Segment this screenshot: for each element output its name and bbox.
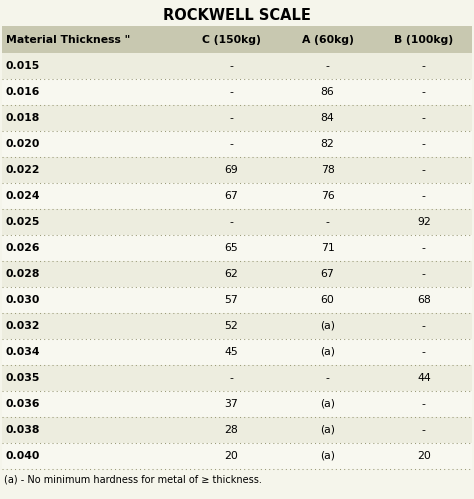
Text: 37: 37 <box>224 399 238 409</box>
Text: 0.015: 0.015 <box>6 61 40 71</box>
Text: 65: 65 <box>224 243 238 253</box>
Text: 0.038: 0.038 <box>6 425 40 435</box>
Text: (a): (a) <box>320 347 335 357</box>
Text: (a): (a) <box>320 399 335 409</box>
Text: -: - <box>422 61 426 71</box>
Text: -: - <box>422 425 426 435</box>
Bar <box>2 287 472 313</box>
Bar <box>2 26 472 53</box>
Text: -: - <box>422 347 426 357</box>
Text: -: - <box>422 165 426 175</box>
Text: (a): (a) <box>320 425 335 435</box>
Bar <box>2 79 472 105</box>
Text: 84: 84 <box>320 113 334 123</box>
Text: 0.032: 0.032 <box>6 321 40 331</box>
Bar <box>2 53 472 79</box>
Text: 44: 44 <box>417 373 431 383</box>
Text: 28: 28 <box>224 425 238 435</box>
Bar <box>2 391 472 417</box>
Bar <box>2 261 472 287</box>
Text: 78: 78 <box>320 165 334 175</box>
Text: -: - <box>326 61 329 71</box>
Text: 0.034: 0.034 <box>6 347 40 357</box>
Text: -: - <box>229 61 233 71</box>
Text: 60: 60 <box>320 295 335 305</box>
Bar <box>2 417 472 443</box>
Bar <box>2 157 472 183</box>
Text: (a) - No minimum hardness for metal of ≥ thickness.: (a) - No minimum hardness for metal of ≥… <box>4 474 262 484</box>
Text: Material Thickness ": Material Thickness " <box>6 34 130 44</box>
Text: -: - <box>326 217 329 227</box>
Text: B (100kg): B (100kg) <box>394 34 454 44</box>
Text: 0.024: 0.024 <box>6 191 40 201</box>
Text: 0.016: 0.016 <box>6 87 40 97</box>
Text: 20: 20 <box>224 451 238 461</box>
Text: (a): (a) <box>320 321 335 331</box>
Text: 0.028: 0.028 <box>6 269 40 279</box>
Text: 0.035: 0.035 <box>6 373 40 383</box>
Text: 82: 82 <box>320 139 334 149</box>
Text: A (60kg): A (60kg) <box>301 34 354 44</box>
Bar <box>2 443 472 469</box>
Text: 62: 62 <box>224 269 238 279</box>
Text: -: - <box>422 191 426 201</box>
Text: ROCKWELL SCALE: ROCKWELL SCALE <box>163 7 311 22</box>
Text: -: - <box>422 321 426 331</box>
Text: 0.040: 0.040 <box>6 451 40 461</box>
Text: -: - <box>229 87 233 97</box>
Text: 0.030: 0.030 <box>6 295 40 305</box>
Text: 71: 71 <box>320 243 334 253</box>
Bar <box>2 131 472 157</box>
Text: 52: 52 <box>224 321 238 331</box>
Text: -: - <box>229 113 233 123</box>
Text: 68: 68 <box>417 295 431 305</box>
Text: 0.018: 0.018 <box>6 113 40 123</box>
Text: 0.020: 0.020 <box>6 139 40 149</box>
Bar <box>2 105 472 131</box>
Text: 0.022: 0.022 <box>6 165 40 175</box>
Text: -: - <box>422 269 426 279</box>
Text: -: - <box>229 373 233 383</box>
Text: C (150kg): C (150kg) <box>202 34 261 44</box>
Bar <box>2 313 472 339</box>
Text: 67: 67 <box>224 191 238 201</box>
Text: 67: 67 <box>320 269 334 279</box>
Text: -: - <box>422 139 426 149</box>
Text: 45: 45 <box>224 347 238 357</box>
Bar <box>2 339 472 365</box>
Text: -: - <box>229 217 233 227</box>
Text: 20: 20 <box>417 451 431 461</box>
Text: 57: 57 <box>224 295 238 305</box>
Text: -: - <box>422 399 426 409</box>
Bar <box>2 183 472 209</box>
Text: -: - <box>422 113 426 123</box>
Text: 0.025: 0.025 <box>6 217 40 227</box>
Text: -: - <box>229 139 233 149</box>
Text: 86: 86 <box>320 87 334 97</box>
Text: 0.036: 0.036 <box>6 399 40 409</box>
Text: 76: 76 <box>320 191 334 201</box>
Bar <box>2 365 472 391</box>
Text: 92: 92 <box>417 217 431 227</box>
Bar <box>2 235 472 261</box>
Text: -: - <box>422 87 426 97</box>
Text: (a): (a) <box>320 451 335 461</box>
Text: -: - <box>326 373 329 383</box>
Bar <box>2 209 472 235</box>
Text: 69: 69 <box>224 165 238 175</box>
Text: 0.026: 0.026 <box>6 243 40 253</box>
Text: -: - <box>422 243 426 253</box>
